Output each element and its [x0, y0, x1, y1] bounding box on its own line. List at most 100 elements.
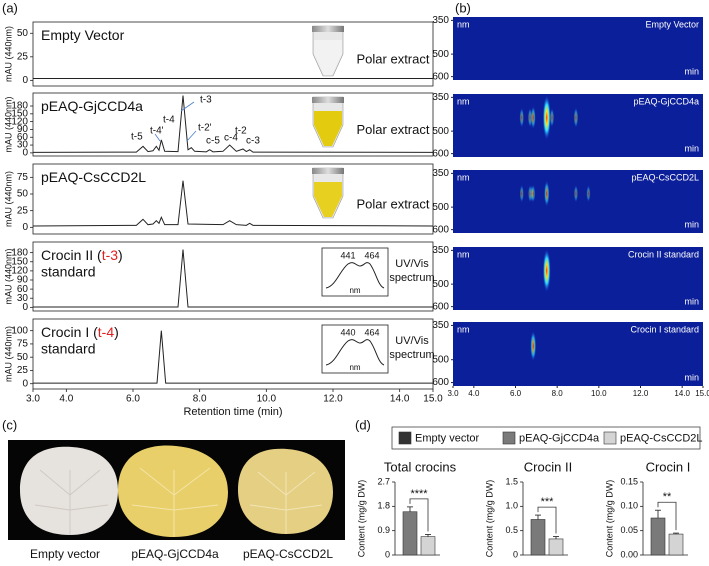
- peak-annotation: t-5: [131, 132, 143, 143]
- y-tick-label: 60: [17, 284, 29, 295]
- extract-label: Polar extract: [357, 196, 430, 211]
- peak-annotation: t-4': [150, 126, 164, 137]
- peak-annotation: t-3: [200, 95, 212, 106]
- heatmap-blob: [586, 185, 591, 203]
- extract-label: Polar extract: [357, 51, 430, 66]
- y-tick-label: 2.7: [377, 476, 390, 486]
- heatmap-blob: [542, 249, 551, 292]
- y-tick-label: 500: [432, 49, 449, 60]
- spectrum-peak: 441: [340, 250, 355, 260]
- legend-box: [391, 426, 701, 450]
- y-tick-label: 1.5: [505, 476, 518, 486]
- significance: ****: [410, 488, 428, 500]
- x-tick-label: 8.0: [193, 394, 207, 405]
- photo-caption: pEAQ-GjCCD4a: [131, 547, 219, 561]
- chart-title: pEAQ-GjCCD4a: [41, 98, 143, 114]
- y-tick-label: 600: [432, 148, 449, 159]
- heatmap-blob: [542, 95, 551, 140]
- spectrum-peak: 464: [364, 327, 379, 337]
- y-tick-label: 0: [22, 222, 28, 233]
- spectrum-label: UV/Vis: [395, 258, 429, 270]
- panel-label: (a): [2, 0, 18, 15]
- significance-bracket: [409, 498, 429, 532]
- heatmap-yunit: nm: [457, 324, 470, 334]
- y-tick-label: 0.05: [620, 525, 638, 535]
- spectrum-unit: nm: [349, 363, 360, 372]
- bar: [420, 536, 436, 556]
- heatmap-blob: [573, 107, 579, 128]
- tube-liquid: [314, 182, 342, 217]
- bar: [548, 538, 564, 556]
- peak-annotation: c-4: [224, 133, 238, 144]
- y-tick-label: 30: [17, 293, 29, 304]
- y-tick-label: 90: [17, 275, 29, 286]
- tube-liquid: [314, 111, 342, 146]
- subchart-title: Crocin I: [646, 459, 691, 474]
- chart-subtitle: standard: [41, 264, 95, 280]
- subchart-title: Crocin II: [524, 459, 572, 474]
- peak-annotation: c-3: [246, 136, 260, 147]
- tube-cap: [312, 97, 344, 103]
- panel-label: (d): [355, 417, 371, 432]
- x-tick-label: 6.0: [510, 389, 522, 398]
- heatmap-title: Crocin I standard: [630, 324, 699, 334]
- heatmap-title: Crocin II standard: [628, 249, 699, 259]
- extract-label: Polar extract: [357, 122, 430, 137]
- bar: [402, 511, 418, 556]
- y-tick-label: 75: [17, 339, 29, 350]
- y-tick-label: 120: [11, 266, 28, 277]
- y-tick-label: 350: [432, 320, 449, 331]
- y-axis-label: Content (mg/g DW): [604, 480, 614, 558]
- bar: [650, 517, 666, 556]
- annotation-leader: [186, 130, 197, 142]
- tube-cap: [312, 26, 344, 32]
- x-tick-label: 12.0: [323, 394, 343, 405]
- heatmap-title: pEAQ-GjCCD4a: [633, 96, 699, 106]
- title-part: t-3: [102, 247, 119, 263]
- heatmap-yunit: nm: [457, 172, 470, 182]
- heatmap-xunit: min: [684, 143, 699, 153]
- heatmap-bg: [453, 94, 703, 157]
- y-tick-label: 0: [22, 148, 28, 159]
- spectrum-inset: [321, 247, 389, 297]
- title-part: Crocin I (: [41, 324, 98, 340]
- peak-annotation: t-2': [198, 123, 212, 134]
- plot-frame: [32, 163, 434, 235]
- y-tick-label: 600: [432, 71, 449, 82]
- legend-label: Empty vector: [415, 432, 480, 444]
- x-axis-label: Retention time (min): [183, 406, 282, 418]
- legend-swatch: [398, 431, 412, 445]
- peak-annotation: t-2: [235, 126, 247, 137]
- x-tick-label: 3.0: [447, 389, 459, 398]
- y-tick-label: 0: [513, 549, 518, 559]
- heatmap-blob: [531, 184, 536, 203]
- y-tick-label: 50: [17, 352, 29, 363]
- spectrum-inset: [321, 324, 389, 374]
- y-tick-label: 25: [17, 51, 29, 62]
- y-axis-label: mAU (440nm): [3, 171, 13, 227]
- y-tick-label: 60: [17, 132, 29, 143]
- title-part: ): [114, 324, 119, 340]
- y-tick-label: 350: [432, 92, 449, 103]
- legend-swatch: [603, 431, 617, 445]
- y-tick-label: 25: [17, 365, 29, 376]
- spectrum-curve: [325, 262, 385, 289]
- y-tick-label: 0: [22, 378, 28, 389]
- heatmap-xunit: min: [684, 296, 699, 306]
- significance-bracket: [657, 501, 677, 531]
- photo-caption: Empty vector: [30, 547, 100, 561]
- annotation-leader: [154, 133, 161, 142]
- y-tick-label: 600: [432, 224, 449, 235]
- significance: **: [663, 491, 672, 503]
- y-tick-label: 0: [22, 302, 28, 313]
- peak-annotation: c-5: [206, 136, 220, 147]
- significance: ***: [541, 496, 555, 508]
- x-tick-label: 8.0: [552, 389, 564, 398]
- tube-cap: [312, 168, 344, 174]
- photo-caption: pEAQ-CsCCD2L: [243, 547, 333, 561]
- legend-label: pEAQ-CsCCD2L: [620, 432, 703, 444]
- y-tick-label: 50: [17, 189, 29, 200]
- trace: [32, 95, 434, 153]
- x-tick-label: 4.0: [468, 389, 480, 398]
